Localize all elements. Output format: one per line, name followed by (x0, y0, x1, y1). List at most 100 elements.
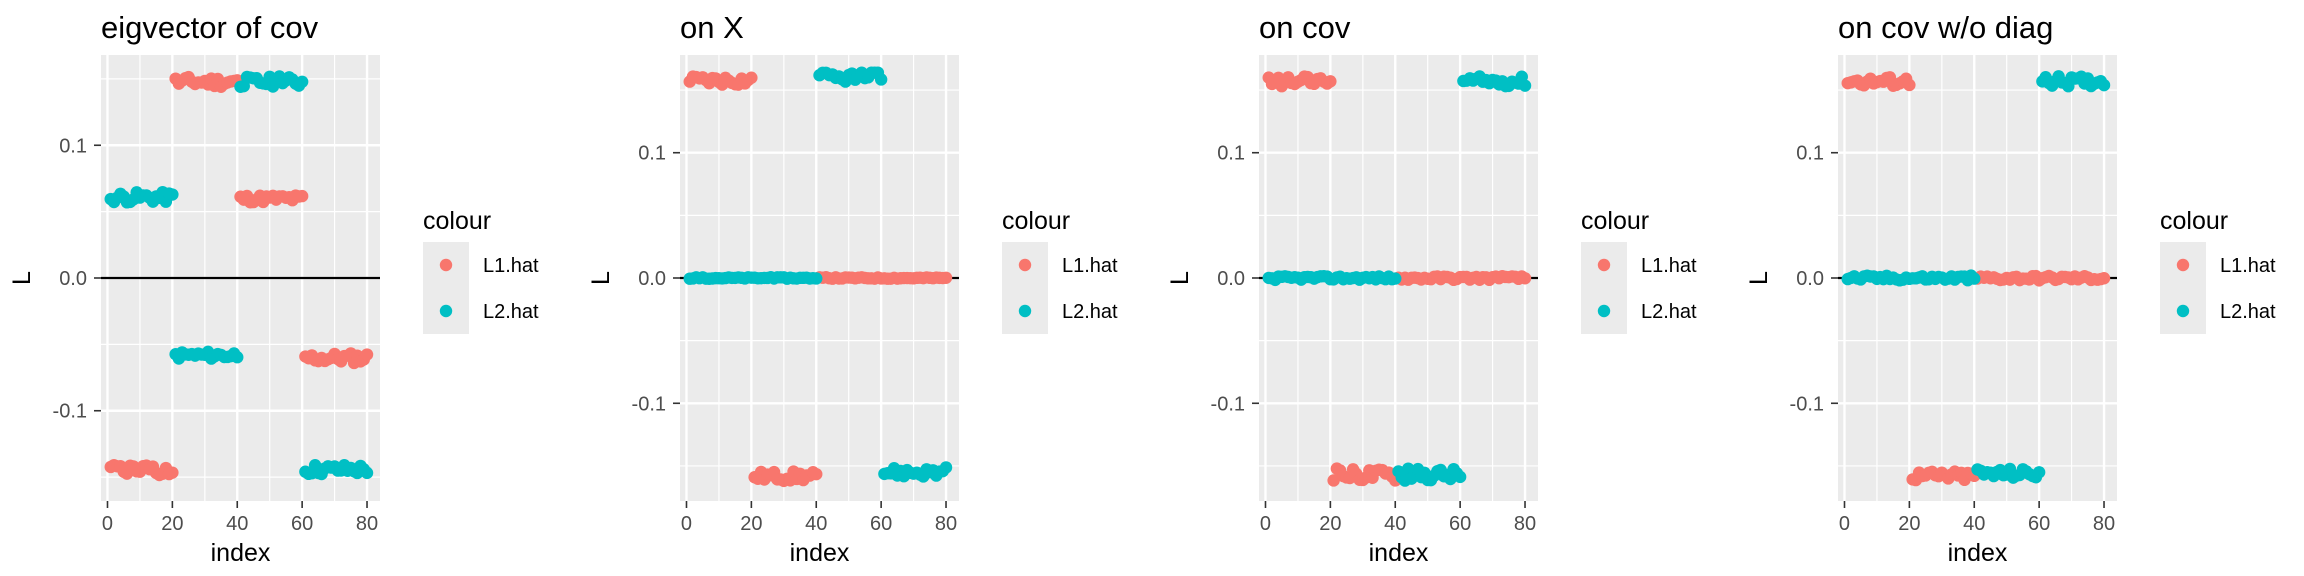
x-tick-label: 60 (2028, 513, 2050, 535)
facet-1: eigvector of cov -0.1 0.0 0.1 0 20 40 60… (8, 10, 539, 567)
legend-key-L2 (1018, 304, 1032, 318)
y-tick-label: -0.1 (1211, 393, 1245, 415)
y-ticks: -0.1 0.0 0.1 (1211, 143, 1259, 415)
legend: colour L1.hat L2.hat (2160, 207, 2276, 334)
legend-label: L2.hat (2220, 301, 2276, 323)
x-tick-label: 0 (1839, 513, 1850, 535)
x-ticks: 0 20 40 60 80 (102, 501, 378, 535)
chart-title: on cov (1259, 10, 1351, 45)
legend-title: colour (423, 207, 491, 235)
facet-4: on cov w/o diag -0.1 0.0 0.1 0 20 40 60 … (1745, 10, 2276, 567)
points (1841, 70, 2111, 487)
data-point-L2-hat (1968, 272, 1981, 285)
legend-label: L1.hat (2220, 255, 2276, 277)
data-point-L1-hat (360, 348, 374, 361)
data-point-L1-hat (939, 271, 953, 284)
points (1262, 70, 1532, 487)
data-point-L1-hat (295, 189, 309, 203)
data-point-L2-hat (360, 466, 374, 480)
y-axis-label: L (8, 271, 36, 285)
x-tick-label: 80 (1514, 513, 1536, 535)
facet-3: on cov -0.1 0.0 0.1 0 20 40 60 80 index … (1166, 10, 1697, 567)
x-tick-label: 40 (226, 513, 248, 535)
x-tick-label: 40 (1963, 513, 1985, 535)
y-tick-label: 0.0 (638, 268, 666, 290)
data-point-L2-hat (1453, 470, 1467, 484)
x-axis-label: index (211, 539, 271, 567)
x-tick-label: 0 (102, 513, 113, 535)
y-axis-label: L (1745, 271, 1773, 285)
data-point-L1-hat (1903, 78, 1916, 92)
x-tick-label: 20 (740, 513, 762, 535)
legend-label: L1.hat (483, 255, 539, 277)
data-point-L1-hat (810, 467, 823, 481)
x-tick-label: 0 (1260, 513, 1271, 535)
legend: colour L1.hat L2.hat (1002, 207, 1118, 334)
x-tick-label: 20 (1898, 513, 1920, 535)
y-tick-label: 0.0 (1217, 268, 1245, 290)
legend-label: L2.hat (483, 301, 539, 323)
x-ticks: 0 20 40 60 80 (1260, 501, 1536, 535)
x-axis-label: index (1948, 539, 2008, 567)
data-point-L2-hat (1389, 272, 1402, 285)
data-point-L1-hat (166, 466, 179, 479)
data-point-L2-hat (166, 188, 179, 201)
y-ticks: -0.1 0.0 0.1 (1790, 143, 1838, 415)
x-tick-label: 40 (805, 513, 827, 535)
y-tick-label: 0.1 (1796, 143, 1824, 165)
legend: colour L1.hat L2.hat (423, 207, 539, 334)
x-tick-label: 60 (1449, 513, 1471, 535)
legend-label: L1.hat (1641, 255, 1697, 277)
data-point-L2-hat (2032, 466, 2046, 479)
legend-key-L1 (2176, 258, 2190, 272)
data-point-L2-hat (2097, 78, 2111, 92)
x-ticks: 0 20 40 60 80 (681, 501, 957, 535)
y-tick-label: 0.0 (1796, 268, 1824, 290)
data-point-L1-hat (2097, 272, 2111, 285)
chart-title: eigvector of cov (101, 10, 319, 45)
legend-key-L1 (1597, 258, 1611, 272)
legend-title: colour (2160, 207, 2228, 235)
y-tick-label: 0.0 (59, 268, 87, 290)
data-point-L1-hat (1327, 474, 1340, 487)
y-tick-label: 0.1 (1217, 143, 1245, 165)
x-axis-label: index (790, 539, 850, 567)
y-tick-label: 0.1 (638, 143, 666, 165)
x-tick-label: 80 (2093, 513, 2115, 535)
x-ticks: 0 20 40 60 80 (1839, 501, 2115, 535)
y-tick-label: 0.1 (59, 135, 87, 157)
data-point-L2-hat (810, 272, 823, 285)
chart-title: on X (680, 10, 744, 45)
legend-label: L1.hat (1062, 255, 1118, 277)
y-ticks: -0.1 0.0 0.1 (53, 135, 101, 423)
data-point-L1-hat (1518, 272, 1532, 285)
x-tick-label: 0 (681, 513, 692, 535)
legend-key-L2 (439, 304, 453, 318)
data-point-L1-hat (1324, 75, 1337, 88)
y-tick-label: -0.1 (53, 401, 87, 423)
data-point-L1-hat (745, 71, 758, 84)
y-tick-label: -0.1 (632, 393, 666, 415)
legend-title: colour (1002, 207, 1070, 235)
data-point-L2-hat (939, 461, 953, 474)
y-ticks: -0.1 0.0 0.1 (632, 143, 680, 415)
legend-key-L2 (2176, 304, 2190, 318)
legend-label: L2.hat (1062, 301, 1118, 323)
x-tick-label: 60 (870, 513, 892, 535)
data-point-L2-hat (874, 73, 888, 86)
points (104, 70, 374, 482)
y-axis-label: L (587, 271, 615, 285)
x-tick-label: 80 (356, 513, 378, 535)
x-tick-label: 20 (161, 513, 183, 535)
y-tick-label: -0.1 (1790, 393, 1824, 415)
y-axis-label: L (1166, 271, 1194, 285)
legend: colour L1.hat L2.hat (1581, 207, 1697, 334)
legend-key-L2 (1597, 304, 1611, 318)
chart-title: on cov w/o diag (1838, 10, 2053, 45)
x-axis-label: index (1369, 539, 1429, 567)
x-tick-label: 80 (935, 513, 957, 535)
data-point-L2-hat (1518, 79, 1532, 92)
legend-label: L2.hat (1641, 301, 1697, 323)
legend-key-L1 (1018, 258, 1032, 272)
